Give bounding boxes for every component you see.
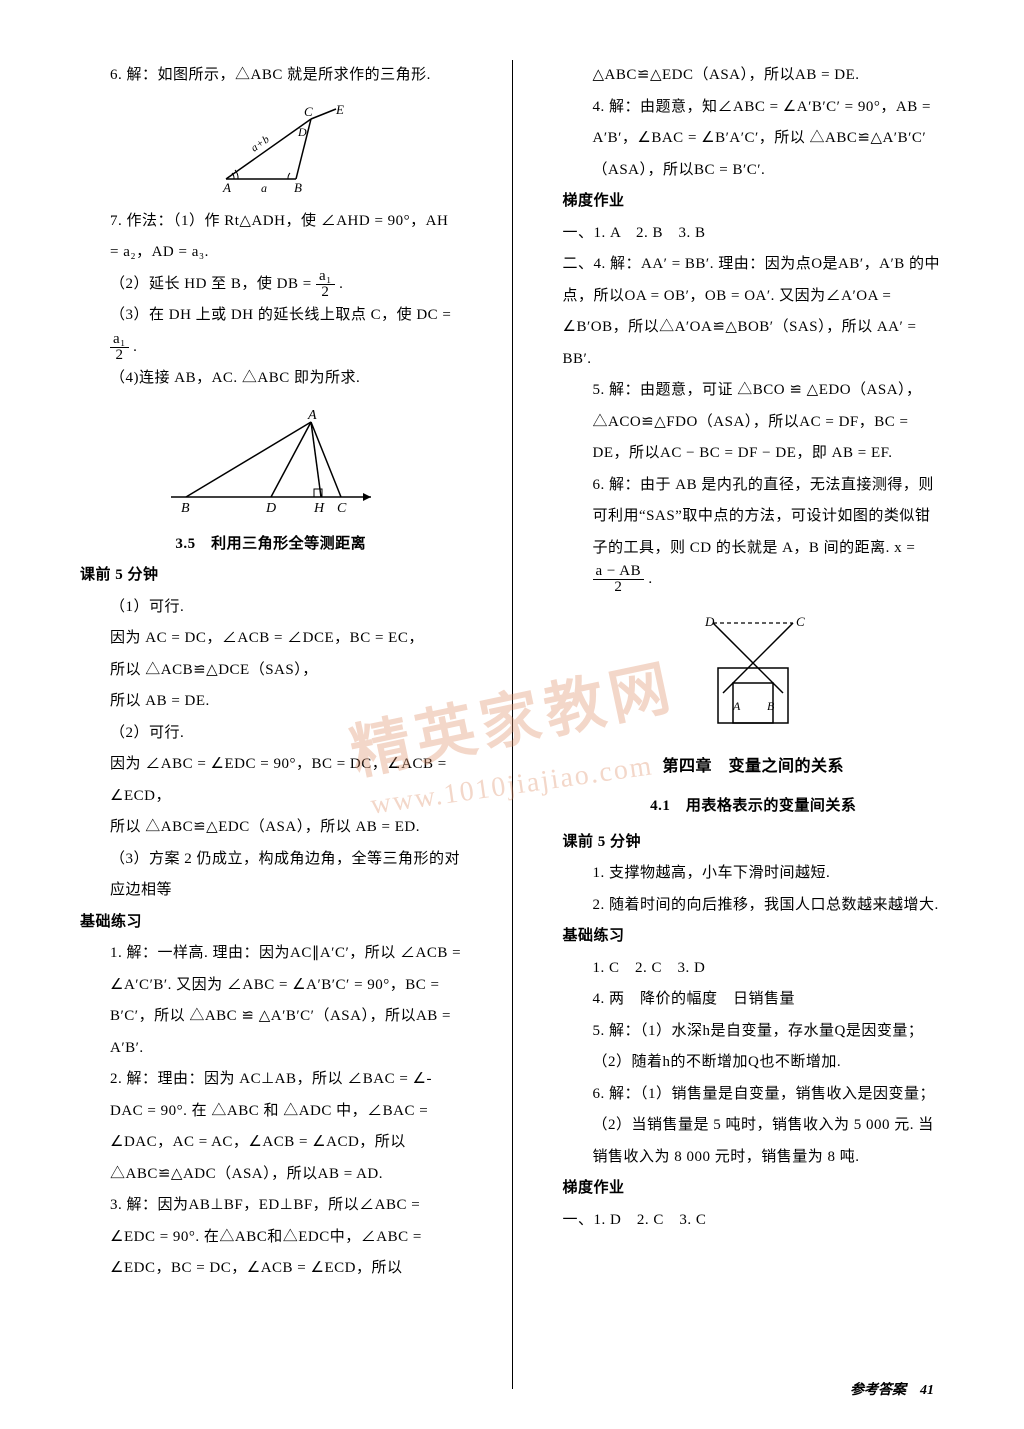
text-line: （3）方案 2 仍成立，构成角边角，全等三角形的对应边相等 bbox=[80, 844, 462, 907]
svg-text:C: C bbox=[304, 104, 313, 119]
text-line: （2）延长 HD 至 B，使 DB = a₁ 2 . bbox=[80, 269, 462, 301]
svg-text:D: D bbox=[265, 501, 277, 516]
numerator: a − AB bbox=[593, 564, 645, 580]
text-line: 5. 解：（1）水深h是自变量，存水量Q是因变量；（2）随着h的不断增加Q也不断… bbox=[563, 1016, 945, 1079]
denominator: 2 bbox=[110, 348, 129, 363]
text-line: 1. C 2. C 3. D bbox=[563, 953, 945, 985]
text-line: 1. 支撑物越高，小车下滑时间越短. bbox=[563, 858, 945, 890]
text-line: （4)连接 AB，AC. △ABC 即为所求. bbox=[80, 363, 462, 395]
text-line: 5. 解：由题意，可证 △BCO ≌ △EDO（ASA），△ACO≌△FDO（A… bbox=[563, 375, 945, 470]
subsection-heading: 梯度作业 bbox=[563, 186, 945, 218]
page-footer: 参考答案 41 bbox=[850, 1379, 934, 1399]
svg-text:D: D bbox=[704, 614, 715, 629]
svg-text:B: B bbox=[181, 501, 190, 516]
svg-text:A: A bbox=[732, 699, 741, 713]
section-heading: 4.1 用表格表示的变量间关系 bbox=[563, 791, 945, 823]
svg-text:H: H bbox=[313, 501, 325, 516]
denominator: 2 bbox=[316, 285, 335, 300]
svg-text:E: E bbox=[335, 104, 344, 117]
text-line: 1. 解：一样高. 理由：因为AC∥A′C′，所以 ∠ACB = ∠A′C′B′… bbox=[80, 938, 462, 1064]
text-line: 一、1. D 2. C 3. C bbox=[563, 1205, 945, 1237]
text-line: （3）在 DH 上或 DH 的延长线上取点 C，使 DC = a₁ 2 . bbox=[80, 300, 462, 363]
chapter-heading: 第四章 变量之间的关系 bbox=[563, 750, 945, 784]
text-span: . bbox=[339, 276, 343, 292]
svg-text:C: C bbox=[337, 501, 347, 516]
figure-triangle-abc: A a B C D E a+b bbox=[80, 104, 462, 194]
text-span: 6. 解：由于 AB 是内孔的直径，无法直接测得，则可利用“SAS”取中点的方法… bbox=[593, 477, 934, 556]
svg-text:A: A bbox=[307, 408, 317, 423]
subsection-heading: 基础练习 bbox=[563, 921, 945, 953]
text-line: 2. 解：理由：因为 AC⊥AB，所以 ∠BAC = ∠-DAC = 90°. … bbox=[80, 1064, 462, 1190]
text-line: 一、1. A 2. B 3. B bbox=[563, 218, 945, 250]
text-span: （3）在 DH 上或 DH 的延长线上取点 C，使 DC = bbox=[110, 307, 451, 323]
figure-clamp: D C A B bbox=[563, 608, 945, 738]
fraction: a − AB 2 bbox=[593, 564, 645, 595]
text-line: △ABC≌△EDC（ASA），所以AB = DE. bbox=[563, 60, 945, 92]
page-container: 6. 解：如图所示，△ABC 就是所求作的三角形. A a B C D E a+… bbox=[0, 0, 1024, 1429]
fraction: a₁ 2 bbox=[316, 269, 335, 300]
numerator: a₁ bbox=[316, 269, 335, 285]
text-line: 因为 AC = DC，∠ACB = ∠DCE，BC = EC， bbox=[80, 623, 462, 655]
svg-text:B: B bbox=[767, 699, 775, 713]
svg-text:C: C bbox=[796, 614, 805, 629]
text-line: （1）可行. bbox=[80, 592, 462, 624]
svg-text:A: A bbox=[222, 180, 231, 194]
text-span: . bbox=[648, 571, 652, 587]
text-line: 4. 两 降价的幅度 日销售量 bbox=[563, 984, 945, 1016]
subsection-heading: 梯度作业 bbox=[563, 1173, 945, 1205]
text-line: 6. 解：如图所示，△ABC 就是所求作的三角形. bbox=[80, 60, 462, 92]
denominator: 2 bbox=[593, 580, 645, 595]
fraction: a₁ 2 bbox=[110, 332, 129, 363]
svg-text:B: B bbox=[294, 180, 302, 194]
subsection-heading: 基础练习 bbox=[80, 907, 462, 939]
text-line: （2）可行. bbox=[80, 718, 462, 750]
text-line: 6. 解：（1）销售量是自变量，销售收入是因变量；（2）当销售量是 5 吨时，销… bbox=[563, 1079, 945, 1174]
text-span: . bbox=[133, 339, 137, 355]
svg-text:a: a bbox=[261, 181, 268, 194]
numerator: a₁ bbox=[110, 332, 129, 348]
text-line: 二、4. 解：AA′ = BB′. 理由：因为点O是AB′，A′B 的中点，所以… bbox=[563, 249, 945, 375]
right-column: △ABC≌△EDC（ASA），所以AB = DE. 4. 解：由题意，知∠ABC… bbox=[563, 60, 945, 1389]
subsection-heading: 课前 5 分钟 bbox=[80, 560, 462, 592]
figure-triangle-bdhc: A B D H C bbox=[80, 407, 462, 517]
column-divider bbox=[512, 60, 513, 1389]
text-line: 6. 解：由于 AB 是内孔的直径，无法直接测得，则可利用“SAS”取中点的方法… bbox=[563, 470, 945, 596]
text-line: 4. 解：由题意，知∠ABC = ∠A′B′C′ = 90°，AB = A′B′… bbox=[563, 92, 945, 187]
svg-text:D: D bbox=[297, 125, 307, 139]
text-line: 7. 作法：（1）作 Rt△ADH，使 ∠AHD = 90°，AH = a₂，A… bbox=[80, 206, 462, 269]
left-column: 6. 解：如图所示，△ABC 就是所求作的三角形. A a B C D E a+… bbox=[80, 60, 462, 1389]
text-line: 3. 解：因为AB⊥BF，ED⊥BF，所以∠ABC = ∠EDC = 90°. … bbox=[80, 1190, 462, 1285]
text-line: 因为 ∠ABC = ∠EDC = 90°，BC = DC，∠ACB = ∠ECD… bbox=[80, 749, 462, 812]
text-span: （2）延长 HD 至 B，使 DB = bbox=[110, 276, 316, 292]
text-line: 所以 △ACB≌△DCE（SAS）， bbox=[80, 655, 462, 687]
text-line: 所以 △ABC≌△EDC（ASA），所以 AB = ED. bbox=[80, 812, 462, 844]
svg-text:a+b: a+b bbox=[249, 133, 272, 154]
text-line: 2. 随着时间的向后推移，我国人口总数越来越增大. bbox=[563, 890, 945, 922]
subsection-heading: 课前 5 分钟 bbox=[563, 827, 945, 859]
section-heading: 3.5 利用三角形全等测距离 bbox=[80, 529, 462, 561]
text-line: 所以 AB = DE. bbox=[80, 686, 462, 718]
